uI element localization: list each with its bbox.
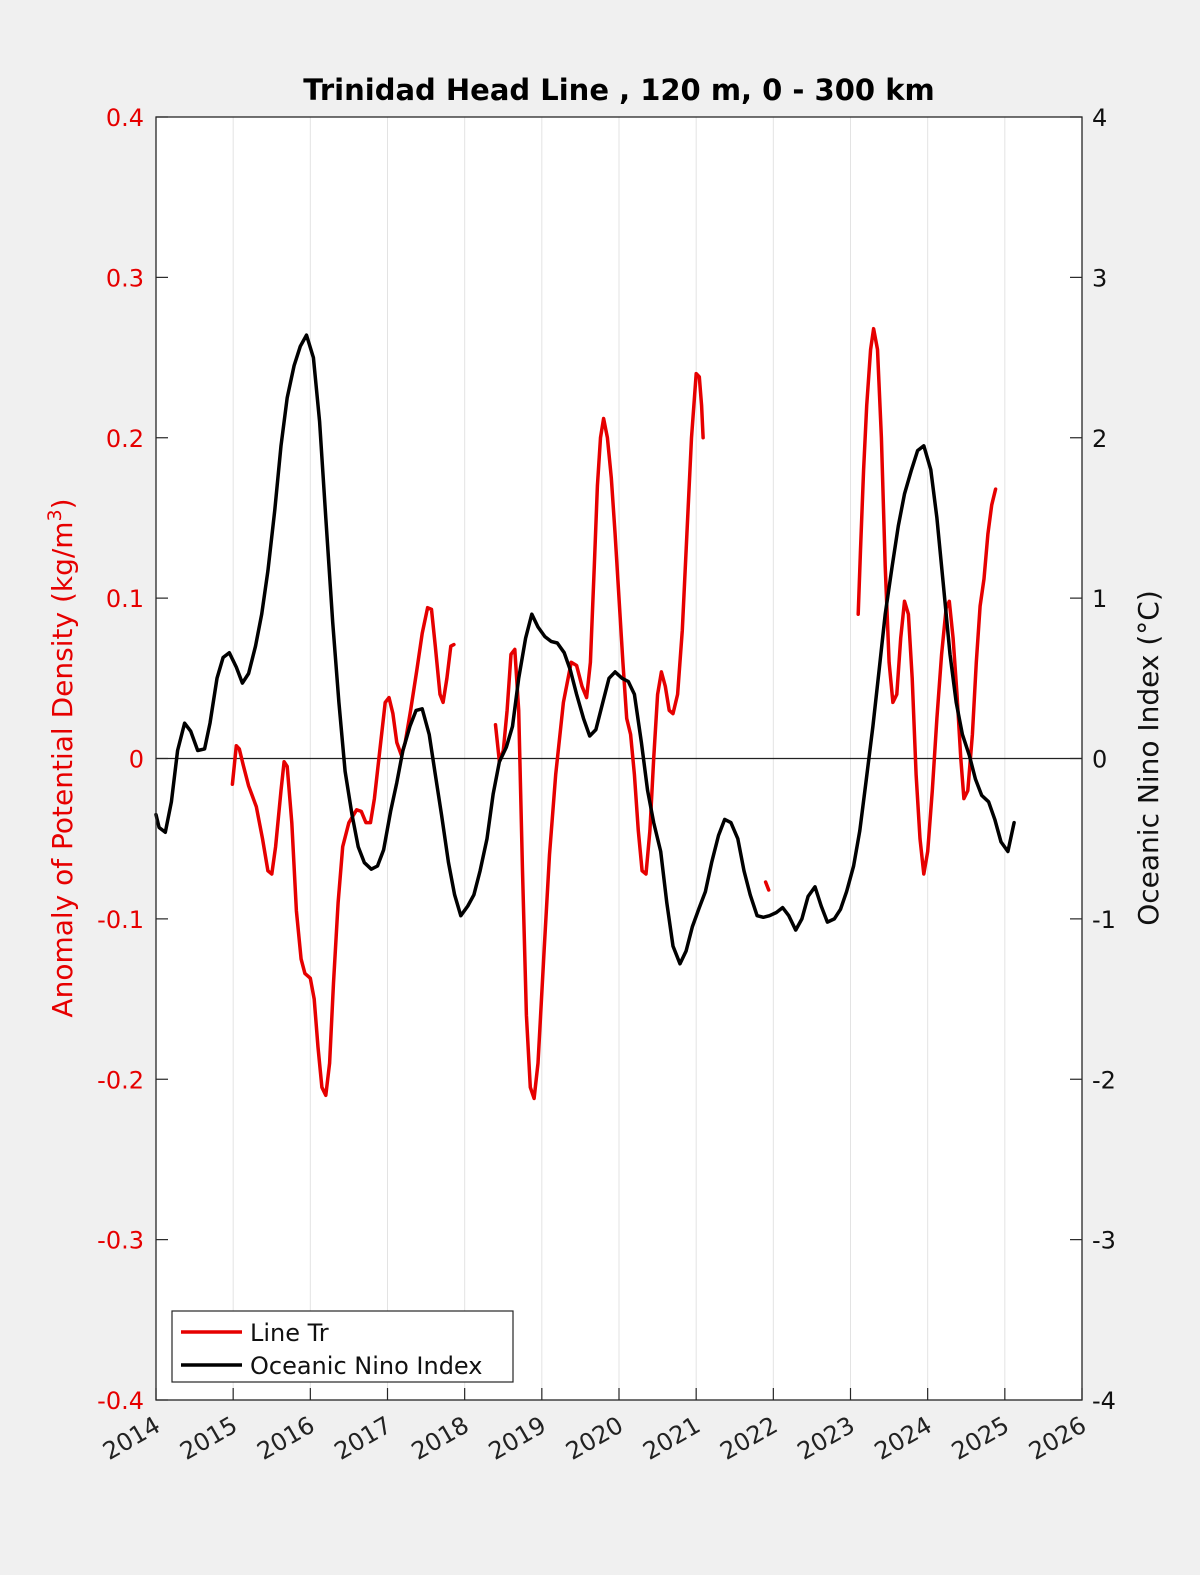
legend-label-line-tr: Line Tr <box>250 1319 329 1347</box>
series <box>154 326 1016 1101</box>
left-axis-label-main: Anomaly of Potential Density (kg/m <box>46 521 79 1017</box>
right-tick-label: -2 <box>1092 1066 1116 1094</box>
series-line-tr-segment-1 <box>493 371 705 1101</box>
left-axis-label: Anomaly of Potential Density (kg/m3) <box>44 498 79 1017</box>
legend-box <box>171 1310 514 1383</box>
series-oni-segment-0 <box>154 333 1016 966</box>
legend-label-oni: Oceanic Nino Index <box>250 1352 482 1380</box>
right-tick-label: -4 <box>1092 1387 1116 1415</box>
series-line-tr-segment-0 <box>230 605 456 1098</box>
left-tick-label: -0.3 <box>97 1227 144 1255</box>
left-tick-label: -0.1 <box>97 906 144 934</box>
series-line-tr-segment-2 <box>763 880 771 892</box>
series-line-tr-segment-3 <box>856 326 998 876</box>
right-tick-label: -3 <box>1092 1227 1116 1255</box>
right-tick-label: 3 <box>1092 264 1107 292</box>
left-tick-label: 0.4 <box>106 104 144 132</box>
right-tick-label: 1 <box>1092 585 1107 613</box>
left-tick-label: 0.1 <box>106 585 144 613</box>
left-axis-label-superscript: 3 <box>44 509 66 521</box>
right-axis-label: Oceanic Nino Index (°C) <box>1132 590 1165 926</box>
left-tick-label: -0.2 <box>97 1066 144 1094</box>
left-tick-label: 0 <box>129 746 144 774</box>
left-tick-label: 0.2 <box>106 425 144 453</box>
right-tick-label: 4 <box>1092 104 1107 132</box>
left-axis: -0.4 -0.3 -0.2 -0.1 0 0.1 0.2 0.3 0.4 <box>97 104 168 1415</box>
legend: Line Tr Oceanic Nino Index <box>171 1310 514 1383</box>
chart-title: Trinidad Head Line , 120 m, 0 - 300 km <box>303 73 934 107</box>
left-tick-label: 0.3 <box>106 264 144 292</box>
right-tick-label: -1 <box>1092 906 1116 934</box>
right-tick-label: 2 <box>1092 425 1107 453</box>
right-axis: -4 -3 -2 -1 0 1 2 3 4 <box>1070 104 1116 1415</box>
right-tick-label: 0 <box>1092 746 1107 774</box>
left-axis-label-close: ) <box>46 498 79 509</box>
left-tick-label: -0.4 <box>97 1387 144 1415</box>
